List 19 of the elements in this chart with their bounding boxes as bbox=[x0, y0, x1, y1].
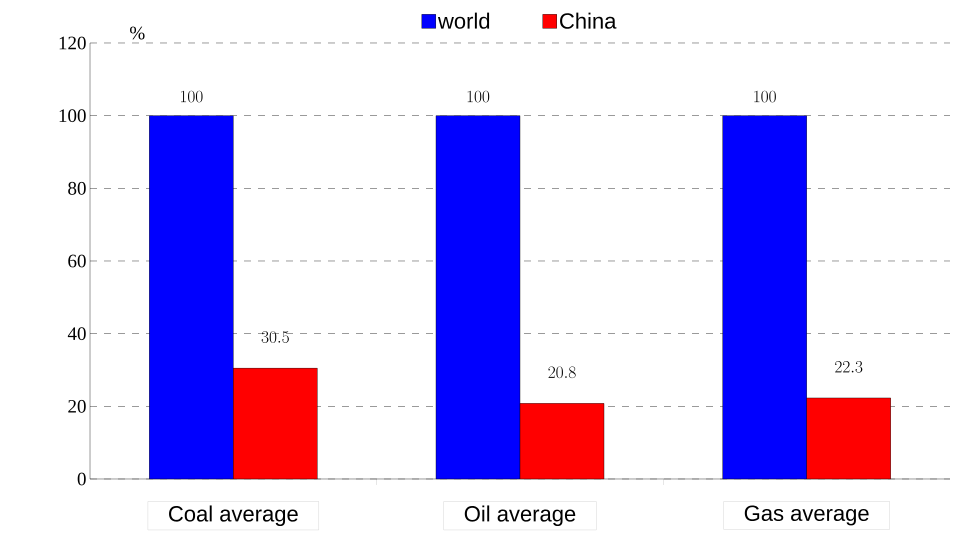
x-tick-label: Oil average bbox=[464, 505, 576, 526]
data-label: 20.8 bbox=[548, 366, 576, 378]
legend-label: world bbox=[438, 12, 490, 29]
y-tick-label: 120 bbox=[60, 36, 86, 50]
y-tick-label: 100 bbox=[60, 109, 86, 122]
y-axis-title: % bbox=[130, 26, 145, 40]
y-tick-label: 40 bbox=[68, 327, 86, 340]
x-tick-label: Gas average bbox=[744, 505, 869, 526]
legend-label: China bbox=[560, 12, 616, 29]
data-label: 100 bbox=[754, 90, 776, 102]
y-tick-label: 20 bbox=[68, 400, 86, 413]
y-tick-label: 0 bbox=[78, 472, 86, 486]
data-label: 22.3 bbox=[835, 361, 862, 373]
data-label: 100 bbox=[468, 90, 490, 102]
data-label: 100 bbox=[180, 90, 203, 102]
data-label: 30.5 bbox=[262, 331, 289, 343]
y-tick-label: 60 bbox=[68, 254, 86, 268]
x-tick-label: Coal average bbox=[169, 505, 298, 526]
y-tick-label: 80 bbox=[68, 182, 86, 195]
